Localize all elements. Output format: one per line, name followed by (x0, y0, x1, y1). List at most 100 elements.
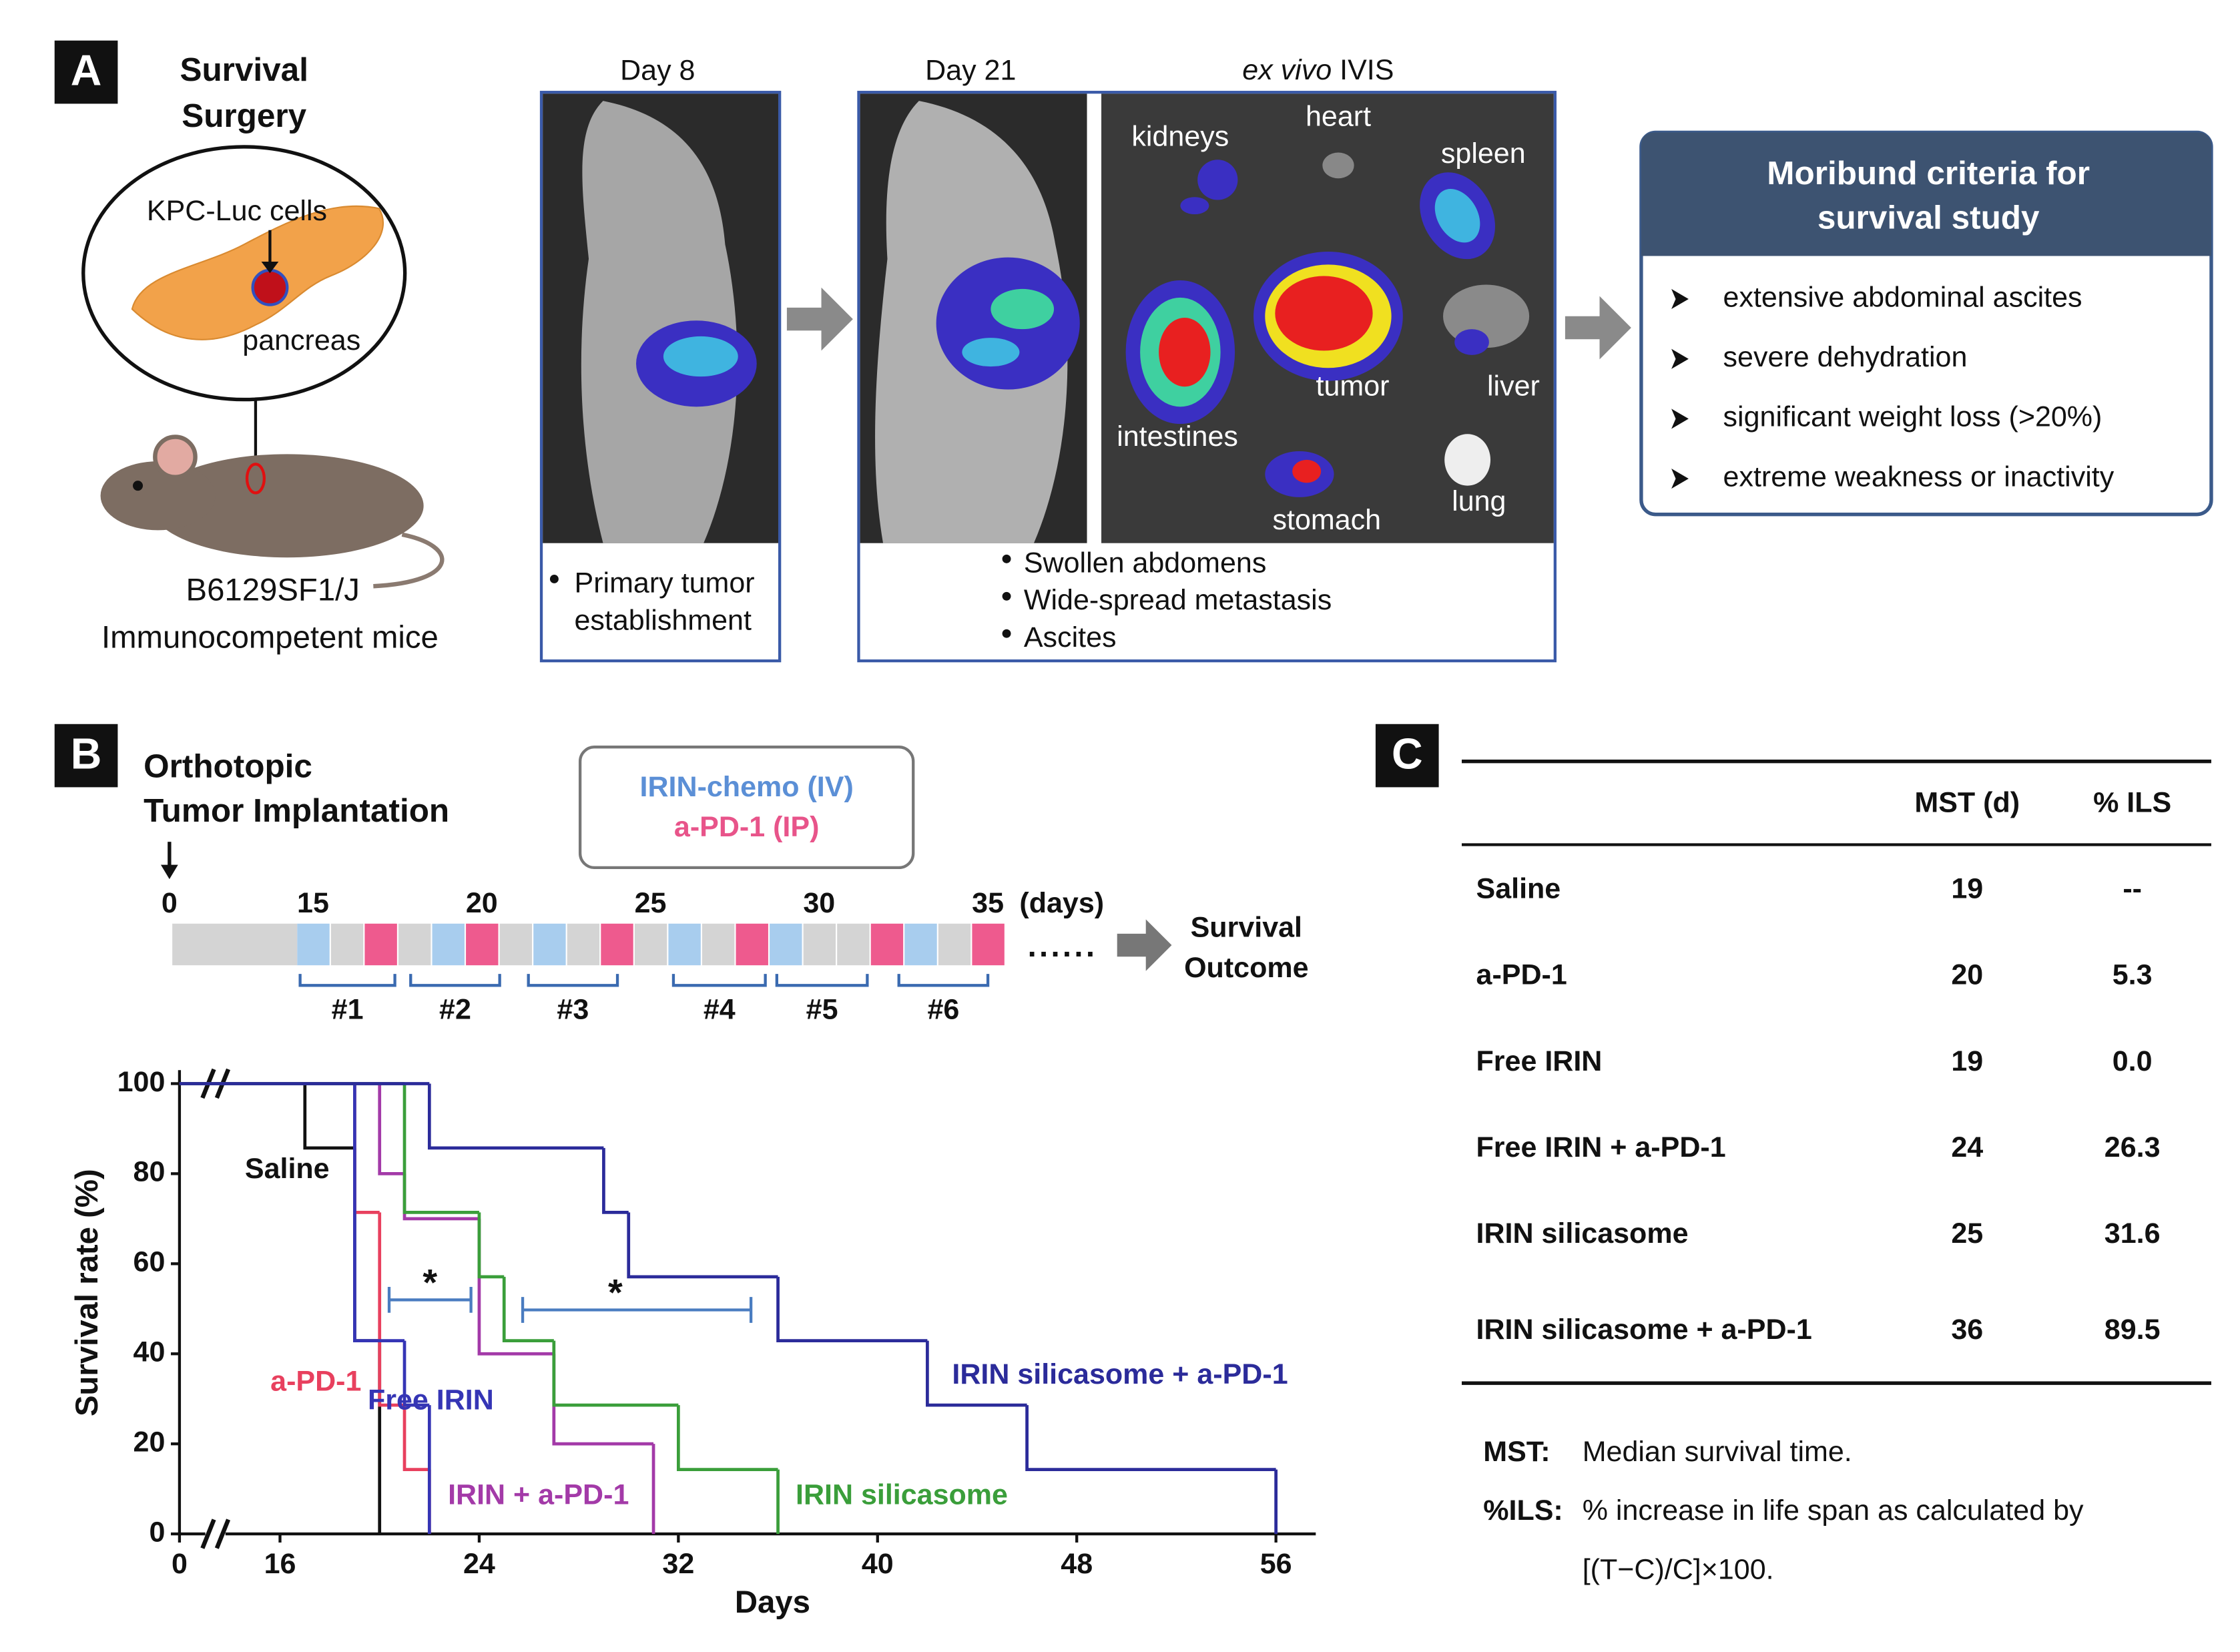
table-cell: IRIN silicasome + a-PD-1 (1476, 1314, 1812, 1346)
organ-label: stomach (1272, 504, 1381, 536)
criteria-list: extensive abdominal ascites severe dehydr… (1671, 281, 2115, 493)
notes: Swollen abdomens Wide-spread metastasis As… (1002, 547, 1332, 653)
organ-label: pancreas (242, 324, 360, 356)
table-header: % ILS (2093, 787, 2171, 819)
pancreas (131, 205, 384, 340)
cycle-bracket (775, 974, 869, 987)
signal-core (663, 336, 738, 377)
cycle-label: #1 (332, 993, 364, 1025)
organ-liver-signal (1454, 329, 1489, 355)
table-cell: IRIN silicasome (1476, 1217, 1689, 1250)
mouse-tail (373, 532, 445, 589)
signal-core (962, 338, 1020, 367)
series-label: a-PD-1 (270, 1366, 361, 1398)
cycle-bracket (671, 974, 767, 987)
note-text: [(T−C)/C]×100. (1583, 1553, 1774, 1585)
organ-heart (1322, 152, 1354, 179)
timeline-cell (601, 923, 633, 966)
organ-tumor-hot (1275, 276, 1373, 351)
table-cell: -- (2123, 873, 2142, 905)
significance-mark: * (423, 1262, 437, 1304)
organ-stomach-hot (1292, 459, 1322, 483)
bullet (1002, 629, 1011, 638)
organ-label: intestines (1117, 421, 1238, 453)
table-cell: a-PD-1 (1476, 959, 1567, 991)
organ-label: liver (1487, 370, 1540, 402)
series-label: Free IRIN (368, 1384, 494, 1416)
implant-arrow-head (160, 864, 178, 880)
timeline-cell (904, 923, 937, 966)
criteria-item: extensive abdominal ascites (1723, 281, 2082, 313)
organ-intestines-hot (1159, 317, 1211, 387)
survival-step (402, 1083, 479, 1214)
timeline-cell (466, 923, 499, 966)
survival-step (926, 1340, 1027, 1407)
image-title: Day 8 (620, 54, 695, 86)
table-cell: 31.6 (2105, 1217, 2161, 1250)
organ-labels: kidneys heart spleen intestines tumor liver st… (1117, 100, 1540, 536)
survival-chart: 0 20 40 60 80 100 0 16 24 32 40 48 56 Days Survival ra… (69, 1066, 1316, 1620)
timeline-cell (533, 923, 566, 966)
cells-label: KPC-Luc cells (147, 195, 327, 227)
table-cell: Saline (1476, 873, 1561, 905)
surgery-title: Survival (180, 51, 308, 88)
survival-step (676, 1405, 778, 1471)
cycle-bracket (527, 974, 619, 987)
legend-box (578, 746, 915, 870)
timeline-cell (870, 923, 904, 966)
ellipsis: ...... (1028, 928, 1098, 964)
x-tick-label: 32 (662, 1548, 694, 1580)
day-label: 35 (972, 887, 1004, 919)
x-tick-label: 56 (1260, 1548, 1292, 1580)
results-table: MST (d) % ILS Saline 19 -- a-PD-1 20 5.3 Free IR… (1462, 760, 2211, 1585)
implantation-label: Tumor Implantation (144, 792, 449, 829)
legend-item: a-PD-1 (IP) (674, 811, 820, 843)
panel-letter: A (71, 46, 102, 94)
cycle-bracket (897, 974, 990, 987)
implantation-label: Orthotopic (144, 748, 312, 785)
significance-bracket (521, 1297, 753, 1323)
timeline-cell (770, 923, 802, 966)
timeline-cell (432, 923, 465, 966)
y-tick-label: 0 (149, 1516, 165, 1548)
series-label: IRIN + a-PD-1 (448, 1479, 629, 1511)
flow-arrow (786, 287, 853, 351)
day-label: 15 (297, 887, 329, 919)
survival-step (776, 1276, 928, 1343)
organ-kidney (1180, 197, 1209, 215)
timeline-cell (567, 923, 600, 966)
y-tick-label: 80 (133, 1156, 166, 1188)
table-cell: 5.3 (2113, 959, 2153, 991)
survival-step (427, 1083, 604, 1150)
mouse-ear (153, 435, 198, 479)
flow-arrow (1117, 919, 1172, 971)
cycle-label: #3 (557, 993, 589, 1025)
surgery-title: Surgery (182, 97, 306, 134)
organ-lung (1444, 434, 1491, 486)
timeline-cell (837, 923, 870, 966)
timeline-cell (938, 923, 971, 966)
timeline-cell (702, 923, 735, 966)
note: Wide-spread metastasis (1024, 584, 1332, 616)
y-axis-title: Survival rate (%) (69, 1169, 105, 1416)
organ-label: tumor (1316, 370, 1390, 402)
panel-letter-box (1375, 724, 1439, 788)
organ-spleen-core (1434, 189, 1480, 243)
cycle-label: #6 (927, 993, 959, 1025)
image-title: ex vivo IVIS (1242, 54, 1394, 86)
timeline-cell (736, 923, 768, 966)
survival-step (378, 1212, 405, 1407)
signal-core (991, 288, 1055, 330)
survival-step (1025, 1405, 1276, 1471)
note-text: % increase in life span as calculated by (1583, 1494, 2084, 1527)
organ-label: kidneys (1131, 120, 1229, 152)
note: Ascites (1024, 621, 1117, 653)
timeline-cell (972, 923, 1005, 966)
y-tick-label: 60 (133, 1246, 166, 1278)
timeline-cell (398, 923, 431, 966)
bullet-arrow (1671, 288, 1689, 310)
legend-item: IRIN-chemo (IV) (640, 771, 854, 803)
organ-kidney (1197, 160, 1238, 200)
table-cell: 24 (1951, 1131, 1983, 1163)
survival-step (402, 1340, 430, 1407)
